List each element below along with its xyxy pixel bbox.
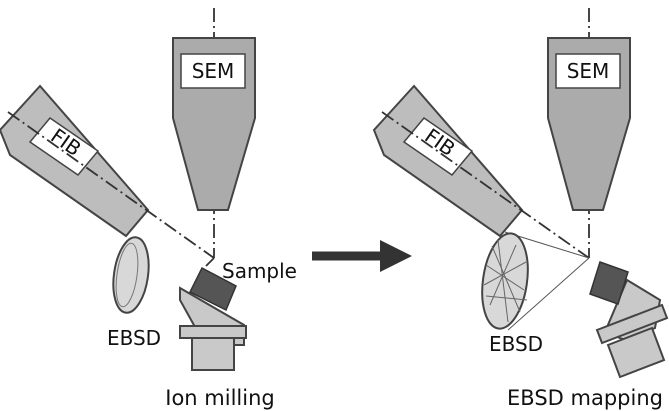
sample-block-left <box>188 266 237 312</box>
beam-spot-left <box>205 257 215 267</box>
arrow-head <box>380 240 412 272</box>
stage-bar-right <box>595 303 669 345</box>
stage-base-left <box>191 337 235 371</box>
right-panel: SEM FIB EBSD EBSD mapping <box>372 8 669 410</box>
fib-label-box-left <box>28 116 100 177</box>
sample-label: Sample <box>222 259 297 283</box>
stage-base-right <box>606 326 666 379</box>
cone-line-bottom <box>507 257 590 331</box>
sem-label-right: SEM <box>567 59 610 83</box>
caption-right: EBSD mapping <box>507 386 663 410</box>
kikuchi-band-4 <box>483 261 527 286</box>
sem-label-left: SEM <box>192 59 235 83</box>
fib-axis-left <box>7 111 215 259</box>
ebsd-detector-inner-left <box>115 242 139 308</box>
fib-axis-right <box>381 111 590 259</box>
stage-bar-left <box>179 325 247 339</box>
kikuchi-band-1 <box>491 245 521 313</box>
kikuchi-band-5 <box>489 244 517 306</box>
ebsd-label-left: EBSD <box>107 326 161 350</box>
sem-label-box-right <box>555 53 621 89</box>
ebsd-detector-left <box>112 236 150 314</box>
sem-label-box-left <box>180 53 246 89</box>
ebsd-label-right: EBSD <box>489 332 543 356</box>
kikuchi-band-3 <box>485 264 525 291</box>
left-panel: SEM FIB Sample EBSD Ion milling <box>0 8 297 410</box>
caption-left: Ion milling <box>165 386 274 410</box>
ebsd-detector-right <box>481 232 529 330</box>
kikuchi-pattern <box>483 239 528 323</box>
kikuchi-band-6 <box>485 295 528 301</box>
process-arrow <box>312 240 412 272</box>
fib-label-box-right <box>402 116 474 177</box>
kikuchi-band-2 <box>497 239 509 323</box>
sample-block-right <box>589 261 629 305</box>
